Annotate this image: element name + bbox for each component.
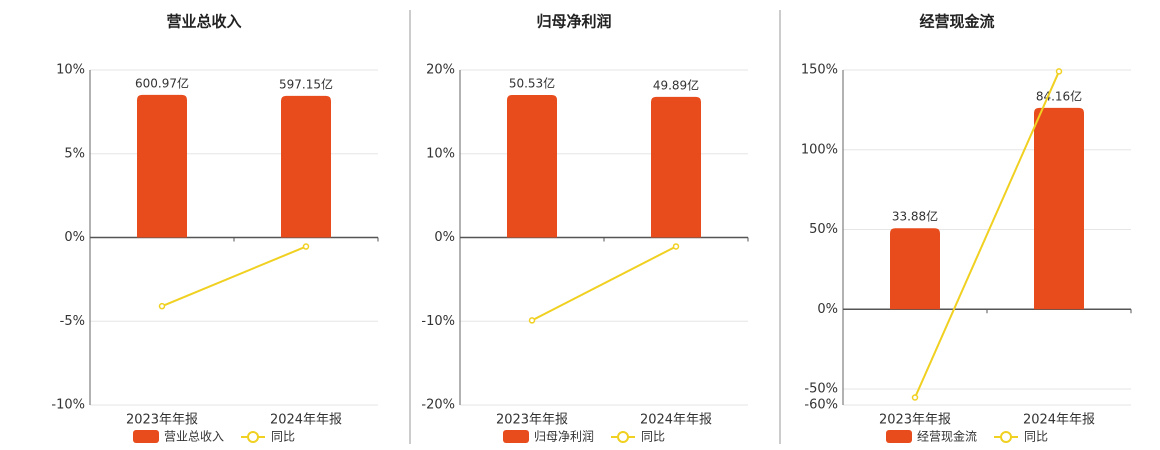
bar [137, 94, 187, 238]
bar [890, 228, 940, 310]
line [914, 71, 1060, 398]
y-tick-label: 150% [801, 63, 838, 78]
y-tick-label: 100% [801, 142, 838, 157]
line-point [528, 317, 536, 324]
value-label: 33.88亿 [892, 209, 938, 224]
x-tick-label: 2024年年报 [270, 413, 342, 428]
legend-marker [617, 431, 630, 443]
value-label: 84.16亿 [1036, 88, 1082, 103]
legend-label: 营业总收入 [164, 430, 224, 444]
value-label: 597.15亿 [279, 76, 333, 91]
y-tick-label: 10% [426, 146, 455, 161]
x-tick-label: 2023年年报 [496, 413, 568, 428]
bar [651, 96, 701, 238]
y-tick-label: 0% [64, 230, 85, 245]
value-label: 49.89亿 [653, 77, 699, 92]
legend-label: 同比 [641, 430, 665, 444]
line [161, 245, 307, 308]
bar [1034, 107, 1084, 310]
y-tick-label: -5% [60, 314, 85, 329]
y-tick-label: 50% [809, 222, 838, 237]
legend-swatch [886, 430, 912, 443]
legend-label: 归母净利润 [534, 430, 594, 444]
line-point [158, 302, 166, 310]
y-tick-label: 0% [434, 230, 455, 245]
legend-swatch [503, 430, 529, 443]
legend-label: 经营现金流 [917, 429, 977, 444]
line-point [1055, 68, 1063, 75]
chart-title: 经营现金流 [919, 13, 994, 31]
line-point [672, 243, 680, 250]
y-tick-label: -10% [51, 398, 85, 413]
legend-swatch [133, 430, 159, 443]
y-tick-label: 5% [64, 146, 85, 161]
chart-title: 归母净利润 [536, 13, 611, 31]
value-label: 50.53亿 [509, 76, 555, 91]
value-label: 600.97亿 [135, 75, 189, 90]
x-tick-label: 2024年年报 [1023, 413, 1095, 428]
legend-marker [1000, 431, 1013, 443]
x-tick-label: 2023年年报 [126, 413, 198, 428]
x-tick-label: 2024年年报 [640, 413, 712, 428]
line-point [911, 394, 919, 401]
y-tick-label: -60% [804, 398, 838, 413]
y-tick-label: -50% [804, 382, 838, 397]
y-tick-label: -10% [421, 314, 455, 329]
bar [507, 95, 557, 238]
y-tick-label: 10% [56, 63, 85, 78]
chart-title: 营业总收入 [166, 13, 241, 31]
y-tick-label: 20% [426, 63, 455, 78]
legend-label: 同比 [271, 430, 295, 444]
line [531, 245, 677, 322]
legend-label: 同比 [1024, 430, 1048, 444]
legend-marker [247, 431, 260, 443]
bar [281, 95, 331, 238]
y-tick-label: 0% [817, 302, 838, 317]
x-tick-label: 2023年年报 [879, 413, 951, 428]
line-point [302, 243, 310, 250]
y-tick-label: -20% [421, 398, 455, 413]
